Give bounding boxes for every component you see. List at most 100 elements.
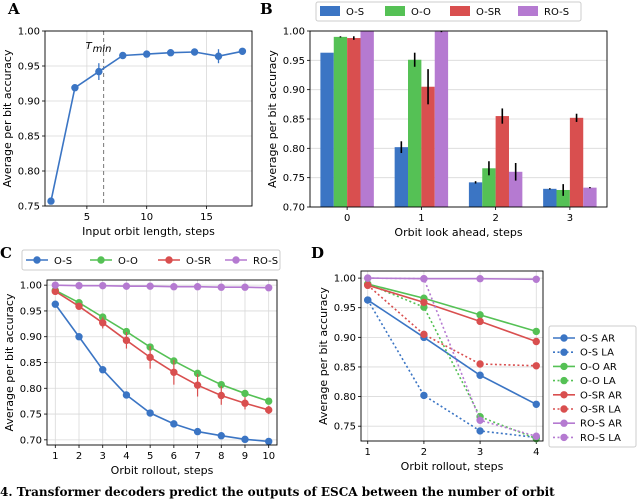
panel-letter-d: D <box>311 244 324 262</box>
panel-d-point <box>420 330 428 339</box>
panel-d-legend-label: O-O AR <box>580 362 617 373</box>
panel-c-point <box>170 420 178 428</box>
panel-d-point <box>532 337 540 346</box>
panel-c-xtick-label: 6 <box>171 451 177 462</box>
panel-d-ytick-label: 0.80 <box>334 392 356 403</box>
panel-c-series-line <box>54 290 269 411</box>
panel-c-point <box>51 281 59 289</box>
panel-b-bar <box>434 31 449 207</box>
panel-c-series-line <box>55 284 269 289</box>
panel-c-ytick-label: 0.70 <box>20 435 42 446</box>
panel-d-legend-marker <box>560 433 568 442</box>
panel-d-point <box>476 275 484 283</box>
panel-b-frame <box>309 30 608 208</box>
panel-c-xtick-label: 10 <box>262 451 275 462</box>
panel-d-xtick-label: 3 <box>477 447 483 458</box>
panel-a-ytick-label: 1.00 <box>18 27 40 38</box>
panel-d-point <box>420 391 428 400</box>
panel-b-ytick-label: 0.85 <box>283 115 305 126</box>
panel-d-point <box>476 371 484 379</box>
panel-b-bar <box>583 187 597 207</box>
panel-d-legend-label: O-O LA <box>580 376 616 387</box>
panel-c-xtick-label: 5 <box>147 451 153 462</box>
panel-c-point <box>122 391 131 399</box>
panel-d-point <box>532 327 540 336</box>
panel-b-ytick-label: 1.00 <box>283 27 305 38</box>
panel-d-series-line <box>367 299 537 405</box>
panel-c-ytick-label: 1.00 <box>20 281 42 292</box>
panel-a-ytick-label: 0.80 <box>18 167 40 178</box>
panel-c-xtick-label: 3 <box>100 451 106 462</box>
panel-b-bar <box>508 171 523 207</box>
panel-b-chart: 0.70 0.75 0.80 0.85 0.90 0.95 1.00 Orbit look a… <box>266 1 608 239</box>
panel-c-point <box>241 389 249 398</box>
panel-c-xtick-label: 4 <box>123 451 129 462</box>
panel-a-frame <box>44 30 253 207</box>
panel-d-series-line <box>367 284 537 367</box>
panel-c-point <box>241 283 249 291</box>
panel-b-legend-label: O-O <box>411 7 431 18</box>
panel-c-legend-label: O-S <box>54 256 72 267</box>
panel-c-legend-marker <box>232 256 240 264</box>
panel-a-ytick-label: 0.95 <box>18 62 40 73</box>
panel-letter-b: B <box>260 0 273 18</box>
panel-c-point <box>99 366 107 374</box>
panel-c-ytick-label: 0.75 <box>20 410 42 421</box>
panel-d-legend-marker <box>560 391 568 399</box>
panel-d-series-line <box>367 277 537 438</box>
panel-c-point <box>170 283 178 291</box>
panel-a-tmin-subscript: min <box>93 44 112 55</box>
panel-d-legend-label: O-SR AR <box>580 390 622 401</box>
panel-c-legend-label: RO-S <box>253 256 278 267</box>
panel-c-xtick-label: 7 <box>194 451 200 462</box>
panel-c-point <box>75 333 83 341</box>
panel-c-ylabel: Average per bit accuracy <box>3 293 16 431</box>
panel-c-series-line <box>54 289 269 402</box>
panel-b-legend-swatch <box>385 6 405 16</box>
panel-a-ytick-label: 0.75 <box>18 202 40 213</box>
panel-c-point <box>75 302 83 310</box>
panel-a-point <box>119 51 127 60</box>
panel-d-point <box>420 275 428 283</box>
panel-b-bar <box>360 31 374 207</box>
panel-b-legend-swatch <box>320 6 340 16</box>
panel-d-legend-marker <box>560 334 568 342</box>
panel-c-legend-box <box>21 249 281 271</box>
panel-b-xtick-label: 1 <box>418 213 424 224</box>
panel-a-xtick-label: 5 <box>84 212 90 223</box>
panel-a-ytick-label: 0.85 <box>18 132 40 143</box>
panel-b-bar <box>569 117 584 207</box>
panel-c-point <box>217 283 225 291</box>
panel-b-bar <box>421 86 435 207</box>
panel-d-legend-marker <box>560 405 568 413</box>
panel-d-legend-label: RO-S LA <box>580 433 621 444</box>
panel-c-point <box>193 427 202 436</box>
panel-b-bar <box>543 188 557 207</box>
panel-b-legend-swatch <box>518 6 538 16</box>
panel-b-legend-label: RO-S <box>544 7 569 18</box>
panel-d-ytick-label: 1.00 <box>334 274 356 285</box>
panel-d-chart: 0.75 0.80 0.85 0.90 0.95 1.00 1 2 3 4 Orbit rollou… <box>317 270 637 473</box>
panel-a-point <box>166 49 175 57</box>
panel-d-ytick-label: 0.95 <box>334 303 356 314</box>
panel-b-legend-swatch <box>450 6 470 16</box>
panel-c-point <box>146 353 154 362</box>
panel-c-legend: O-S O-O O-SR RO-S <box>21 249 281 271</box>
panel-c-point <box>241 435 249 444</box>
panel-letter-c: C <box>0 244 12 262</box>
panel-b-ytick-label: 0.70 <box>283 203 305 214</box>
panel-c-point <box>193 381 202 389</box>
panel-b-xtick-label: 3 <box>567 213 573 224</box>
panel-c-legend-marker <box>97 256 105 264</box>
panel-d-point <box>532 362 540 370</box>
panel-d-ytick-label: 0.85 <box>334 362 356 373</box>
panel-c-legend-label: O-SR <box>186 256 211 267</box>
panel-d-legend-label: O-S LA <box>580 348 614 359</box>
panel-d-legend-label: O-SR LA <box>580 405 621 416</box>
panel-c-point <box>170 368 178 376</box>
panel-d-series-line <box>367 299 537 439</box>
panel-c-legend-marker <box>165 256 173 264</box>
panel-b-ytick-label: 0.95 <box>283 56 305 67</box>
panel-c-xtick-label: 1 <box>52 451 58 462</box>
panel-d-legend: O-S AR O-S LA O-O AR O-O LA O-SR AR O-SR LA RO… <box>548 325 637 448</box>
